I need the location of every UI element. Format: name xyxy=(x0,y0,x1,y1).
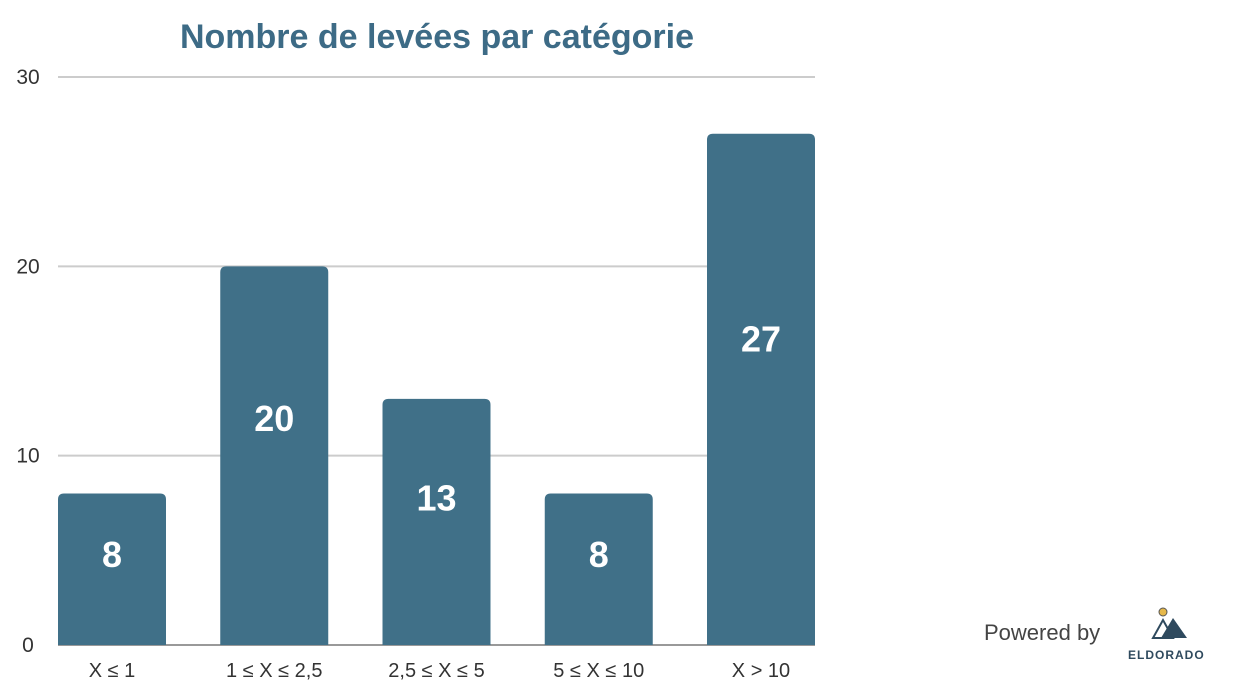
bar-value-label: 8 xyxy=(102,534,122,575)
eldorado-logo-icon xyxy=(1151,607,1187,639)
bar xyxy=(544,493,653,645)
bars: 8 20 13 8 27 xyxy=(58,133,815,646)
bar-value-label: 8 xyxy=(589,534,609,575)
bar-value-label: 20 xyxy=(254,398,294,439)
bar xyxy=(220,266,329,645)
y-tick-label: 20 xyxy=(16,255,39,278)
y-axis-ticks: 0 10 20 30 xyxy=(16,66,39,657)
x-category-label: X ≤ 1 xyxy=(89,660,136,682)
bar-value-label: 27 xyxy=(741,318,781,359)
y-tick-label: 10 xyxy=(16,445,39,468)
x-category-label: 1 ≤ X ≤ 2,5 xyxy=(226,660,322,682)
x-axis-labels: X ≤ 1 1 ≤ X ≤ 2,5 2,5 ≤ X ≤ 5 5 ≤ X ≤ 10 X >… xyxy=(89,660,790,682)
bar xyxy=(382,398,491,645)
bar xyxy=(58,493,166,645)
y-tick-label: 0 xyxy=(22,634,34,657)
x-category-label: X > 10 xyxy=(732,660,790,682)
x-category-label: 2,5 ≤ X ≤ 5 xyxy=(388,660,484,682)
y-tick-label: 30 xyxy=(16,66,39,89)
brand-name: ELDORADO xyxy=(1128,648,1205,662)
bar xyxy=(707,133,815,646)
chart-title: Nombre de levées par catégorie xyxy=(180,18,694,56)
bar-value-label: 13 xyxy=(416,477,456,518)
powered-by-text: Powered by xyxy=(984,620,1101,645)
x-category-label: 5 ≤ X ≤ 10 xyxy=(553,660,644,682)
